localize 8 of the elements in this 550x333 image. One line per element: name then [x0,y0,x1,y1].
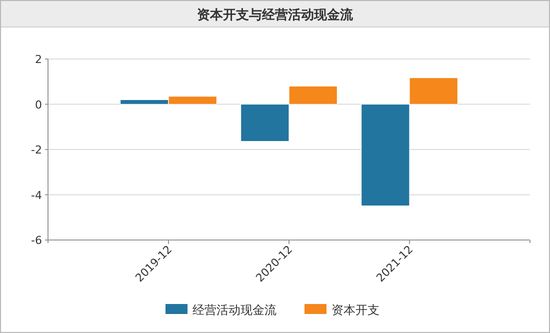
chart-title: 资本开支与经营活动现金流 [197,7,354,23]
y-tick-label: 2 [35,53,42,66]
y-tick-label: -4 [31,188,42,202]
y-tick-label: -2 [31,144,42,156]
y-tick-label: -6 [31,234,42,247]
y-tick-label: 0 [35,98,42,112]
legend-label: 资本开支 [332,303,380,317]
legend-label: 经营活动现金流 [192,303,276,317]
